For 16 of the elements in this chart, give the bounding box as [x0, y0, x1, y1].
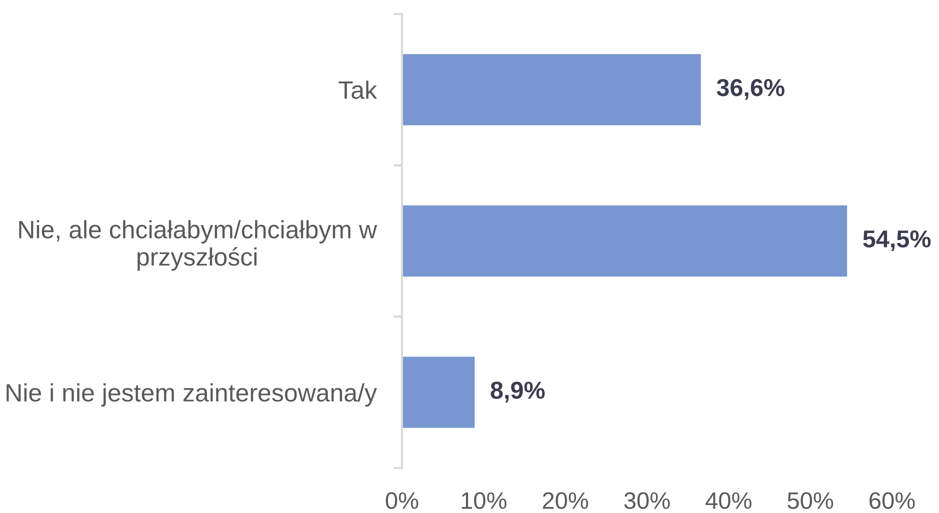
x-tick-label: 40%: [706, 492, 752, 509]
x-tick-label: 0%: [386, 492, 418, 509]
bar: [402, 205, 848, 277]
data-label: 8,9%: [490, 382, 545, 402]
bar: [402, 54, 701, 126]
x-tick-label: 50%: [788, 492, 834, 509]
y-tick-label: Tak: [338, 80, 378, 99]
x-tick-label: 30%: [624, 492, 670, 509]
data-label: 36,6%: [716, 78, 784, 100]
x-tick-label: 20%: [542, 492, 588, 509]
x-tick-label: 10%: [462, 492, 506, 509]
x-tick-label: 60%: [870, 492, 915, 509]
data-label: 54,5%: [863, 230, 931, 252]
bar: [402, 356, 475, 428]
y-tick-label: Nie, ale chciałabym/chciałbym w przyszłości: [19, 220, 378, 271]
y-tick-label: Nie i nie jestem zainteresowana/y: [6, 383, 377, 407]
